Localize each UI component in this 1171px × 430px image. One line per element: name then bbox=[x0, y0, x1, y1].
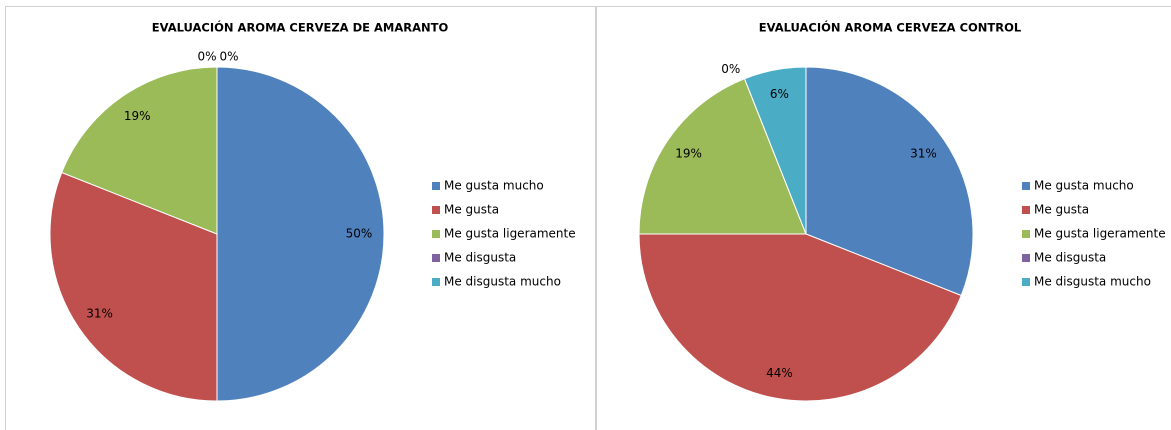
legend-swatch bbox=[432, 182, 440, 190]
pie-slice bbox=[216, 66, 385, 402]
legend-swatch bbox=[1022, 182, 1030, 190]
pie-slice bbox=[743, 66, 807, 235]
pie-slice bbox=[61, 66, 218, 235]
legend-swatch bbox=[432, 230, 440, 238]
pie-slice bbox=[638, 233, 962, 402]
data-label: 0% bbox=[721, 62, 740, 76]
legend-swatch bbox=[432, 254, 440, 262]
legend-label: Me gusta mucho bbox=[444, 179, 544, 193]
legend-swatch bbox=[1022, 278, 1030, 286]
legend-swatch bbox=[1022, 254, 1030, 262]
chart-title: EVALUACIÓN AROMA CERVEZA CONTROL bbox=[759, 20, 1022, 35]
data-label: 50% bbox=[346, 227, 373, 241]
legend-swatch bbox=[432, 278, 440, 286]
legend-label: Me disgusta mucho bbox=[444, 275, 561, 289]
data-label: 6% bbox=[770, 87, 789, 101]
legend-swatch bbox=[1022, 230, 1030, 238]
legend-label: Me gusta ligeramente bbox=[1034, 227, 1166, 241]
legend-label: Me gusta bbox=[444, 203, 499, 217]
pie-slice bbox=[49, 171, 218, 402]
data-label: 0% bbox=[219, 49, 238, 63]
legend-label: Me disgusta bbox=[1034, 251, 1106, 265]
legend-swatch bbox=[1022, 206, 1030, 214]
legend-label: Me gusta ligeramente bbox=[444, 227, 576, 241]
pie-slice bbox=[638, 78, 807, 235]
data-label: 44% bbox=[766, 366, 793, 380]
data-label: 0% bbox=[197, 49, 216, 63]
pie-slice bbox=[805, 66, 974, 297]
data-label: 31% bbox=[910, 147, 937, 161]
legend-label: Me gusta mucho bbox=[1034, 179, 1134, 193]
data-label: 31% bbox=[86, 306, 113, 320]
data-label: 19% bbox=[124, 109, 151, 123]
legend-swatch bbox=[432, 206, 440, 214]
legend-label: Me disgusta mucho bbox=[1034, 275, 1151, 289]
legend-label: Me disgusta bbox=[444, 251, 516, 265]
data-label: 19% bbox=[675, 147, 702, 161]
chart-title: EVALUACIÓN AROMA CERVEZA DE AMARANTO bbox=[152, 20, 449, 35]
legend-label: Me gusta bbox=[1034, 203, 1089, 217]
